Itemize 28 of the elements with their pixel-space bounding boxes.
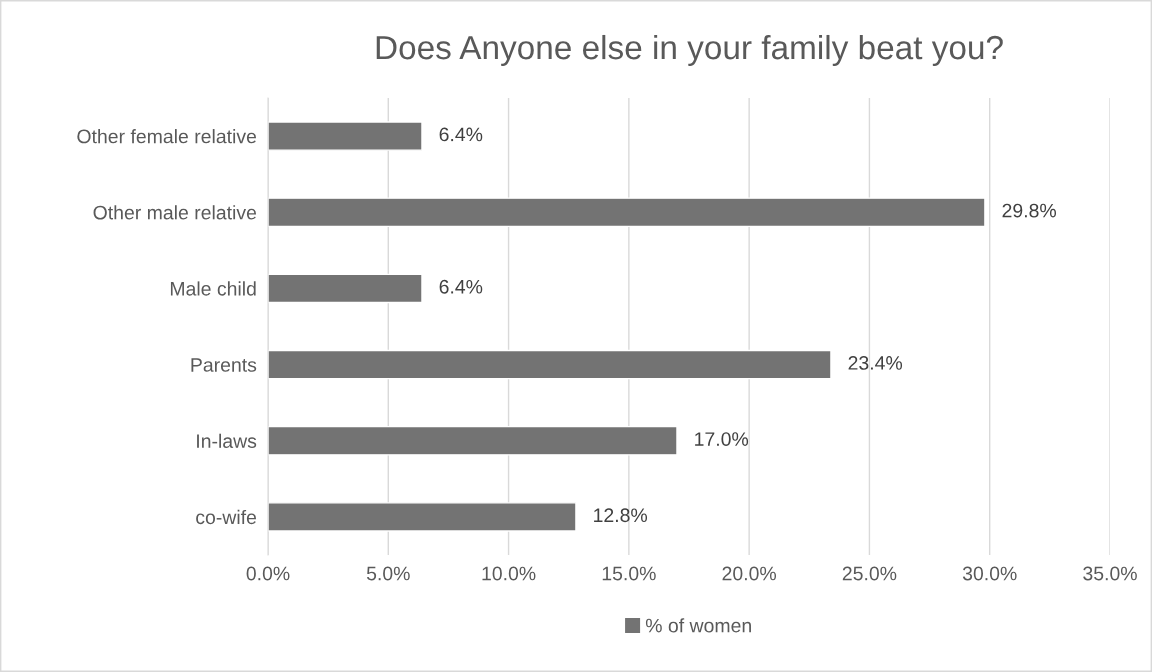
y-tick-label: In-laws: [197, 433, 257, 448]
x-tick-label: 0.0%: [246, 566, 290, 581]
chart-title: Does Anyone else in your family beat you?: [376, 34, 1003, 67]
x-tick-label: 10.0%: [482, 566, 536, 581]
data-label: 29.8%: [1002, 203, 1057, 218]
bar: [268, 425, 678, 456]
x-tick-label: 20.0%: [722, 566, 777, 581]
x-tick-label: 15.0%: [602, 566, 656, 581]
data-label: 17.0%: [695, 432, 749, 446]
data-label: 6.4%: [439, 279, 483, 294]
data-label: 12.8%: [594, 508, 648, 523]
data-label: 23.4%: [848, 356, 903, 370]
x-tick-label: 35.0%: [1083, 566, 1137, 581]
y-tick-label: Other male relative: [93, 205, 257, 220]
x-tick-label: 25.0%: [842, 566, 897, 581]
y-tick-label: Parents: [191, 358, 257, 372]
x-tick-label: 30.0%: [962, 566, 1017, 581]
y-tick-label: Male child: [170, 281, 256, 296]
legend-label: % of women: [645, 618, 751, 633]
y-tick-label: Other female relative: [77, 129, 257, 144]
x-tick-label: 5.0%: [366, 566, 410, 581]
bar: [268, 121, 423, 151]
bar: [268, 273, 423, 304]
bar: [268, 349, 832, 380]
bar: [268, 502, 577, 532]
y-tick-label: co-wife: [196, 509, 257, 525]
bar: [268, 197, 986, 228]
data-label: 6.4%: [439, 127, 483, 142]
